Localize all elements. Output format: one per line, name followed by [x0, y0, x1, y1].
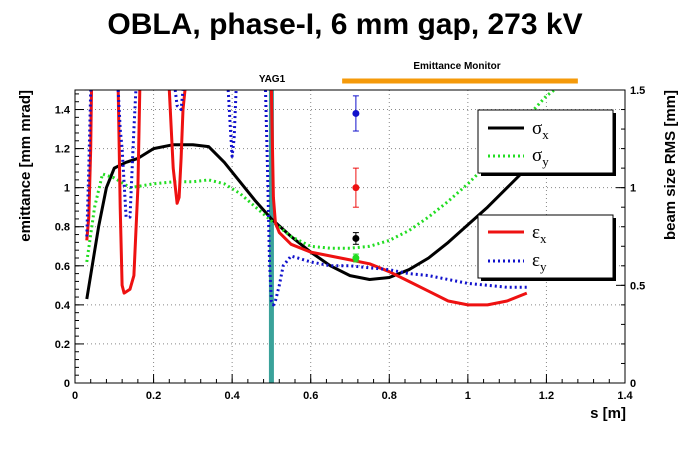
legend-beam-size-shadow-bottom [481, 173, 616, 176]
y-right-tick-label: 0.5 [630, 280, 645, 292]
legend-emittance-shadow-bottom [481, 278, 616, 281]
y-tick-label: 1.2 [55, 144, 70, 156]
measurement-point [352, 109, 360, 117]
emittance-monitor-label: Emittance Monitor [413, 61, 500, 72]
yag-label: YAG1 [259, 74, 286, 85]
legend-sigma-x-symbol: σ [532, 118, 542, 139]
legend-eps-x-symbol: ε [532, 222, 540, 243]
x-tick-label: 1.2 [539, 390, 554, 402]
legend-eps-y-symbol: ε [532, 250, 540, 271]
measurement-layer [352, 95, 360, 263]
x-tick-label: 0.4 [224, 390, 240, 402]
legend-eps-x-label: εx [532, 222, 547, 246]
y-right-tick-label: 1.5 [630, 85, 645, 97]
series-line-sigma-x [85, 143, 528, 300]
series-line-eps-x [85, 90, 528, 307]
x-axis-title: s [m] [590, 405, 626, 422]
x-tick-label: 0 [72, 390, 78, 402]
chart-title: OBLA, phase-I, 6 mm gap, 273 kV [107, 8, 582, 41]
measurement-point [352, 254, 360, 262]
y-tick-label: 0.8 [55, 222, 70, 234]
x-tick-label: 1 [465, 390, 471, 402]
x-tick-label: 0.2 [146, 390, 161, 402]
y-right-tick-label: 1 [630, 183, 636, 195]
legend-emittance-shadow [613, 218, 616, 281]
x-tick-label: 1.4 [617, 390, 633, 402]
legend-sigma-y-label: σy [532, 145, 549, 169]
y-tick-label: 0 [64, 378, 70, 390]
x-tick-label: 0.6 [303, 390, 318, 402]
legend-eps-y-sub: y [540, 259, 547, 274]
legend-beam-size: σx σy [477, 109, 616, 176]
series-line-sigma-y [85, 90, 556, 263]
legend-emittance: εx εy [477, 214, 616, 281]
y-tick-label: 1.4 [55, 105, 71, 117]
plot-frame [74, 89, 626, 384]
legend-sigma-x-sub: x [542, 127, 549, 142]
y-tick-label: 0.4 [55, 300, 71, 312]
axes: 0 0.2 0.4 0.6 0.8 1 1.2 1.400.20.40.60.811.21.4… [55, 85, 646, 402]
y-tick-label: 0.6 [55, 261, 70, 273]
y-right-tick-label: 0 [630, 378, 636, 390]
legend-eps-x-sub: x [540, 231, 547, 246]
legend-emittance-box [477, 214, 614, 279]
measurement-point [352, 184, 360, 192]
legend-sigma-x-label: σx [532, 118, 549, 142]
measurement-point [352, 234, 360, 242]
y-axis-title: emittance [mm mrad] [17, 90, 34, 242]
y-axis-right-title: beam size RMS [mm] [662, 90, 679, 240]
legend-sigma-y-sub: y [542, 154, 549, 169]
y-tick-label: 1 [64, 183, 70, 195]
series-layer [85, 90, 556, 307]
legend-eps-y-label: εy [532, 250, 547, 274]
y-tick-label: 0.2 [55, 339, 70, 351]
series-line-eps-y [85, 90, 527, 307]
legend-sigma-y-symbol: σ [532, 145, 542, 166]
legend-beam-size-shadow [613, 113, 616, 176]
x-tick-label: 0.8 [382, 390, 397, 402]
